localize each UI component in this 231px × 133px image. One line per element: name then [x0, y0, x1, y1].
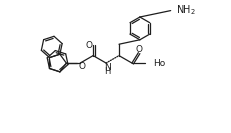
Text: NH$_2$: NH$_2$ [175, 4, 195, 18]
Text: O: O [85, 41, 92, 50]
Text: Ho: Ho [153, 59, 165, 68]
Text: O: O [135, 45, 142, 54]
Text: N: N [103, 63, 110, 72]
Text: H: H [103, 67, 110, 76]
Text: O: O [78, 63, 85, 72]
